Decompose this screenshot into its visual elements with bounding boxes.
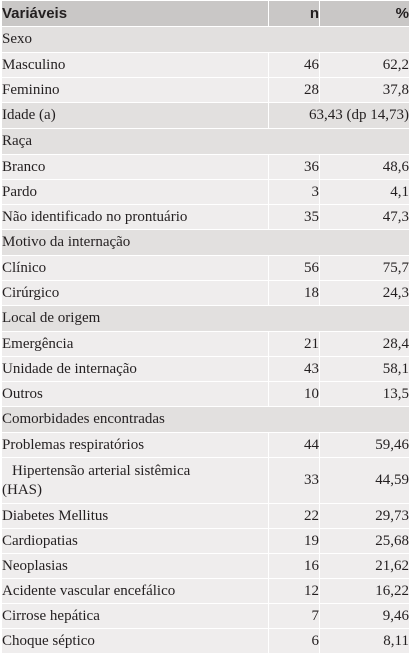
row-label-line1: Hipertensão arterial sistêmica — [12, 462, 191, 479]
row-label: Neoplasias — [1, 553, 269, 579]
row-percent: 75,7 — [319, 255, 410, 281]
row-n: 19 — [268, 528, 320, 554]
table-row: Problemas respiratórios 44 59,46 — [1, 432, 410, 458]
row-n: 33 — [268, 457, 320, 504]
section-label: Comorbidades encontradas — [1, 406, 410, 433]
row-label: Clínico — [1, 255, 269, 281]
row-label: Emergência — [1, 331, 269, 357]
row-n: 18 — [268, 280, 320, 306]
row-percent: 28,4 — [319, 331, 410, 357]
row-percent: 16,22 — [319, 578, 410, 604]
row-percent: 37,8 — [319, 77, 410, 103]
row-label: Masculino — [1, 52, 269, 78]
row-n: 28 — [268, 77, 320, 103]
table-row: Feminino 28 37,8 — [1, 77, 410, 103]
header-percent: % — [319, 0, 410, 27]
row-label: Pardo — [1, 179, 269, 205]
table-row: Clínico 56 75,7 — [1, 255, 410, 281]
table-row: Neoplasias 16 21,62 — [1, 553, 410, 579]
row-n: 3 — [268, 179, 320, 205]
table-row: Diabetes Mellitus 22 29,73 — [1, 503, 410, 529]
row-n: 43 — [268, 356, 320, 382]
row-percent: 47,3 — [319, 204, 410, 230]
row-n: 10 — [268, 381, 320, 407]
row-label: Idade (a) — [1, 102, 269, 129]
row-n: 6 — [268, 628, 320, 654]
row-n: 35 — [268, 204, 320, 230]
row-label: Unidade de internação — [1, 356, 269, 382]
row-label: Acidente vascular encefálico — [1, 578, 269, 604]
table-row: Masculino 46 62,2 — [1, 52, 410, 78]
row-label-line2: (HAS) — [2, 481, 43, 498]
row-label: Cirúrgico — [1, 280, 269, 306]
row-percent: 58,1 — [319, 356, 410, 382]
table-header-row: Variáveis n % — [1, 0, 410, 27]
row-percent: 4,1 — [319, 179, 410, 205]
table-row: Cirrose hepática 7 9,46 — [1, 603, 410, 629]
section-label: Sexo — [1, 26, 410, 53]
section-label: Raça — [1, 128, 410, 155]
table-row: Cirúrgico 18 24,3 — [1, 280, 410, 306]
summary-row: Idade (a) 63,43 (dp 14,73) — [1, 102, 410, 129]
section-row: Comorbidades encontradas — [1, 406, 410, 433]
table-row: Pardo 3 4,1 — [1, 179, 410, 205]
characteristics-table: Variáveis n % Sexo Masculino 46 62,2 Feminin… — [1, 0, 410, 654]
header-variables: Variáveis — [1, 0, 269, 27]
table-row: Outros 10 13,5 — [1, 381, 410, 407]
table-row: Choque séptico 6 8,11 — [1, 628, 410, 654]
table-row: Unidade de internação 43 58,1 — [1, 356, 410, 382]
section-label: Local de origem — [1, 305, 410, 332]
row-n: 7 — [268, 603, 320, 629]
row-percent: 44,59 — [319, 457, 410, 504]
table-row: Emergência 21 28,4 — [1, 331, 410, 357]
section-label: Motivo da internação — [1, 229, 410, 256]
row-n: 16 — [268, 553, 320, 579]
section-row: Raça — [1, 128, 410, 155]
row-percent: 62,2 — [319, 52, 410, 78]
row-label: Cirrose hepática — [1, 603, 269, 629]
row-label: Hipertensão arterial sistêmica (HAS) — [1, 457, 269, 504]
row-label: Choque séptico — [1, 628, 269, 654]
row-label: Cardiopatias — [1, 528, 269, 554]
section-row: Local de origem — [1, 305, 410, 332]
row-percent: 25,68 — [319, 528, 410, 554]
table-row: Cardiopatias 19 25,68 — [1, 528, 410, 554]
row-percent: 24,3 — [319, 280, 410, 306]
table-row: Hipertensão arterial sistêmica (HAS) 33 44,… — [1, 457, 410, 504]
row-n: 46 — [268, 52, 320, 78]
row-percent: 9,46 — [319, 603, 410, 629]
row-label: Não identificado no prontuário — [1, 204, 269, 230]
table-row: Branco 36 48,6 — [1, 154, 410, 180]
row-percent: 13,5 — [319, 381, 410, 407]
row-percent: 29,73 — [319, 503, 410, 529]
row-label: Problemas respiratórios — [1, 432, 269, 458]
row-label: Feminino — [1, 77, 269, 103]
row-percent: 21,62 — [319, 553, 410, 579]
section-row: Motivo da internação — [1, 229, 410, 256]
row-n: 21 — [268, 331, 320, 357]
row-percent: 59,46 — [319, 432, 410, 458]
header-n: n — [268, 0, 320, 27]
row-label: Branco — [1, 154, 269, 180]
row-label: Outros — [1, 381, 269, 407]
row-percent: 48,6 — [319, 154, 410, 180]
row-n: 12 — [268, 578, 320, 604]
row-percent: 8,11 — [319, 628, 410, 654]
row-n: 36 — [268, 154, 320, 180]
row-value: 63,43 (dp 14,73) — [268, 102, 410, 129]
row-n: 44 — [268, 432, 320, 458]
table-row: Não identificado no prontuário 35 47,3 — [1, 204, 410, 230]
section-row: Sexo — [1, 26, 410, 53]
row-label: Diabetes Mellitus — [1, 503, 269, 529]
row-n: 22 — [268, 503, 320, 529]
table-body: Sexo Masculino 46 62,2 Feminino 28 37,8 Idade (… — [1, 26, 410, 654]
table-row: Acidente vascular encefálico 12 16,22 — [1, 578, 410, 604]
row-n: 56 — [268, 255, 320, 281]
